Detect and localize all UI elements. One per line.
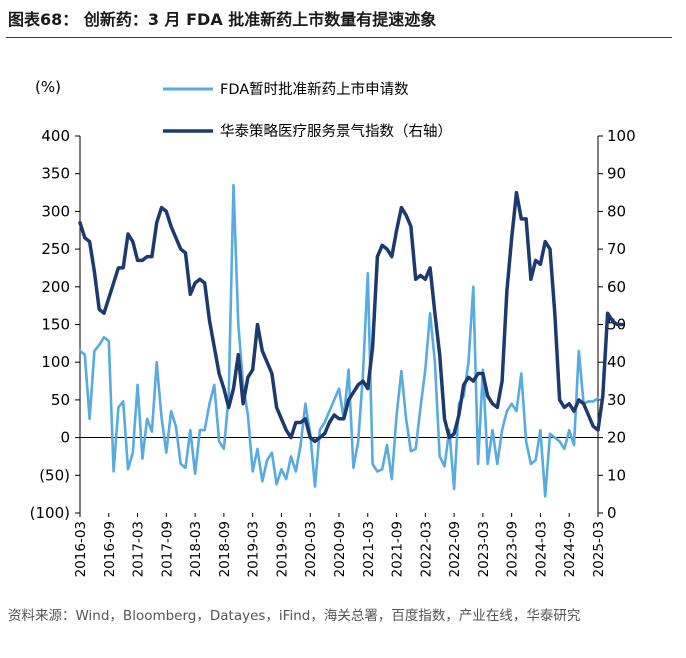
dual-axis-line-chart: FDA暂时批准新药上市申请数 华泰策略医疗服务景气指数（右轴） (%) 4003… <box>30 78 636 577</box>
left-axis-ticks: 400 350 300 250 200 150 100 50 0 (50) (100) <box>30 127 80 522</box>
right-tick-label: 80 <box>607 202 626 220</box>
x-tick-label: 2018-09 <box>217 521 233 577</box>
x-tick-label: 2021-03 <box>361 521 377 577</box>
legend: FDA暂时批准新药上市申请数 华泰策略医疗服务景气指数（右轴） <box>163 81 452 140</box>
left-tick-label: (50) <box>39 466 70 484</box>
left-axis-unit: (%) <box>35 78 61 96</box>
x-tick-label: 2017-09 <box>159 521 175 577</box>
left-tick-label: 300 <box>41 202 70 220</box>
x-tick-label: 2018-03 <box>188 521 204 577</box>
x-axis-ticks: 2016-03 2016-09 2017-03 2017-09 2018-03 2018-… <box>73 513 607 577</box>
x-tick-label: 2023-09 <box>505 521 521 577</box>
left-tick-label: 0 <box>60 429 70 447</box>
right-tick-label: 10 <box>607 466 626 484</box>
right-tick-label: 0 <box>607 504 617 522</box>
figure-title: 图表68： 创新药：3 月 FDA 批准新药上市数量有提速迹象 <box>8 10 437 29</box>
right-tick-label: 100 <box>607 127 636 145</box>
legend-label-dark: 华泰策略医疗服务景气指数（右轴） <box>220 123 452 140</box>
right-tick-label: 90 <box>607 165 626 183</box>
x-tick-label: 2017-03 <box>131 521 147 577</box>
x-tick-label: 2020-09 <box>332 521 348 577</box>
x-tick-label: 2019-03 <box>246 521 262 577</box>
x-tick-label: 2020-03 <box>303 521 319 577</box>
x-tick-label: 2022-03 <box>418 521 434 577</box>
series-line-fda-approvals <box>78 183 600 498</box>
series-layer <box>78 183 624 498</box>
x-tick-label: 2021-09 <box>390 521 406 577</box>
source-note: 资料来源：Wind，Bloomberg，Datayes，iFind，海关总署，百… <box>8 608 581 624</box>
left-tick-label: 50 <box>51 391 70 409</box>
left-tick-label: 100 <box>41 353 70 371</box>
x-tick-label: 2016-03 <box>73 521 89 577</box>
x-tick-label: 2024-03 <box>533 521 549 577</box>
x-tick-label: 2022-09 <box>447 521 463 577</box>
left-tick-label: 250 <box>41 240 70 258</box>
x-tick-label: 2023-03 <box>476 521 492 577</box>
left-tick-label: 150 <box>41 316 70 334</box>
left-tick-label: 200 <box>41 278 70 296</box>
x-tick-label: 2019-09 <box>274 521 290 577</box>
x-tick-label: 2016-09 <box>102 521 118 577</box>
x-tick-label: 2024-09 <box>562 521 578 577</box>
right-tick-label: 70 <box>607 240 626 258</box>
right-tick-label: 40 <box>607 353 626 371</box>
right-tick-label: 20 <box>607 429 626 447</box>
left-tick-label: 400 <box>41 127 70 145</box>
series-line-healthcare-index <box>78 190 624 444</box>
title-rule <box>6 37 672 38</box>
legend-label-light: FDA暂时批准新药上市申请数 <box>220 81 409 98</box>
right-tick-label: 60 <box>607 278 626 296</box>
right-tick-label: 30 <box>607 391 626 409</box>
axes <box>79 136 599 513</box>
x-tick-label: 2025-03 <box>591 521 607 577</box>
left-tick-label: (100) <box>30 504 70 522</box>
left-tick-label: 350 <box>41 165 70 183</box>
